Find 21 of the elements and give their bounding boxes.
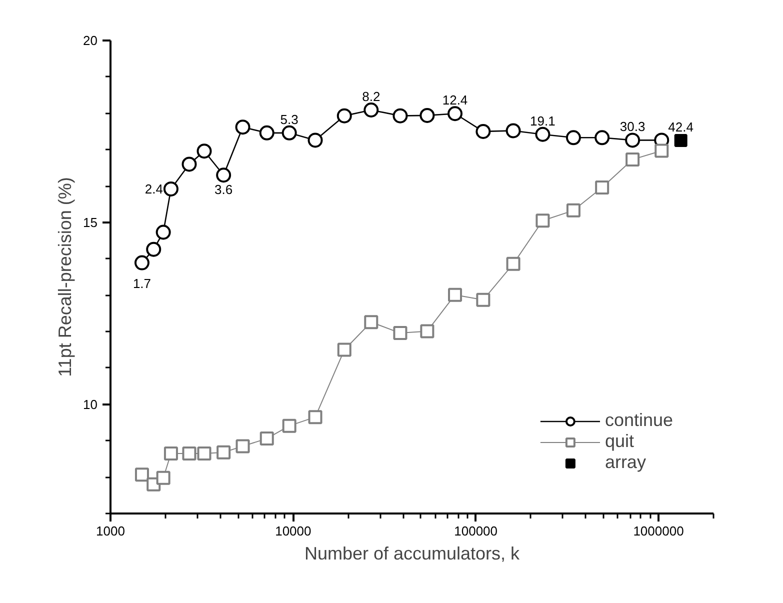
annotation: 42.4	[668, 120, 694, 135]
x-tick-label: 10000	[275, 524, 312, 538]
y-tick-label: 15	[83, 214, 98, 230]
annotation: 3.6	[214, 182, 233, 198]
x-axis-title: Number of accumulators, k	[304, 544, 521, 564]
annotation: 30.3	[620, 119, 646, 134]
annotation: 12.4	[442, 92, 468, 108]
x-tick-label: 1000	[96, 524, 125, 538]
y-tick-label: 10	[83, 396, 98, 412]
legend-label: array	[604, 452, 646, 473]
x-tick-label: 100000	[454, 524, 498, 538]
annotation: 5.3	[280, 112, 298, 127]
annotation: 8.2	[362, 88, 380, 104]
annotation: 19.1	[530, 113, 556, 128]
annotation: 2.4	[144, 181, 163, 196]
legend-label: quit	[604, 431, 634, 452]
annotation: 1.7	[132, 276, 152, 291]
y-tick-label: 20	[83, 33, 98, 48]
x-tick-label: 1000000	[633, 524, 684, 538]
y-axis-title: 11pt Recall-precision (%)	[55, 177, 76, 377]
legend-label: continue	[604, 410, 673, 431]
